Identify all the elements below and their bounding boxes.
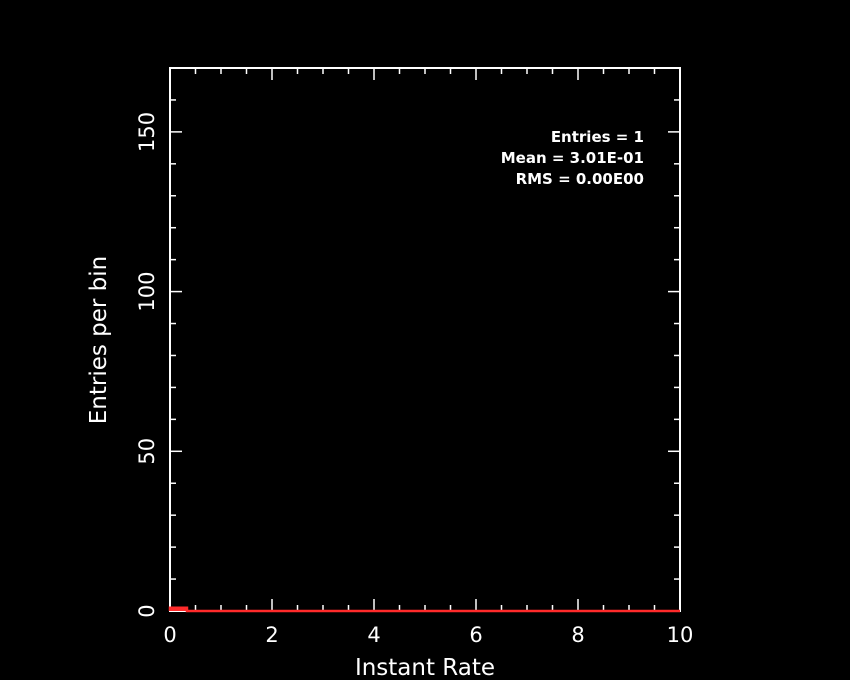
stats-entries: Entries = 1 — [551, 128, 644, 146]
y-tick-labels: 0 50 100 150 — [135, 112, 159, 618]
x-tick-labels: 0 2 4 6 8 10 — [163, 623, 693, 647]
x-tick-label: 4 — [367, 623, 380, 647]
histogram-series — [168, 606, 680, 613]
y-tick-label: 50 — [135, 438, 159, 465]
x-tick-label: 8 — [571, 623, 584, 647]
tick-marks — [169, 67, 681, 612]
x-tick-label: 2 — [265, 623, 278, 647]
stats-rms: RMS = 0.00E00 — [516, 170, 644, 188]
stats-box: Entries = 1 Mean = 3.01E-01 RMS = 0.00E0… — [501, 128, 644, 188]
x-tick-label: 6 — [469, 623, 482, 647]
x-axis-title: Instant Rate — [355, 655, 495, 680]
y-tick-label: 100 — [135, 272, 159, 312]
y-axis-title: Entries per bin — [86, 256, 112, 425]
histogram-bin — [170, 607, 187, 611]
y-tick-label: 0 — [135, 604, 159, 617]
y-tick-label: 150 — [135, 112, 159, 152]
x-tick-label: 10 — [667, 623, 694, 647]
x-tick-label: 0 — [163, 623, 176, 647]
stats-mean: Mean = 3.01E-01 — [501, 149, 644, 167]
